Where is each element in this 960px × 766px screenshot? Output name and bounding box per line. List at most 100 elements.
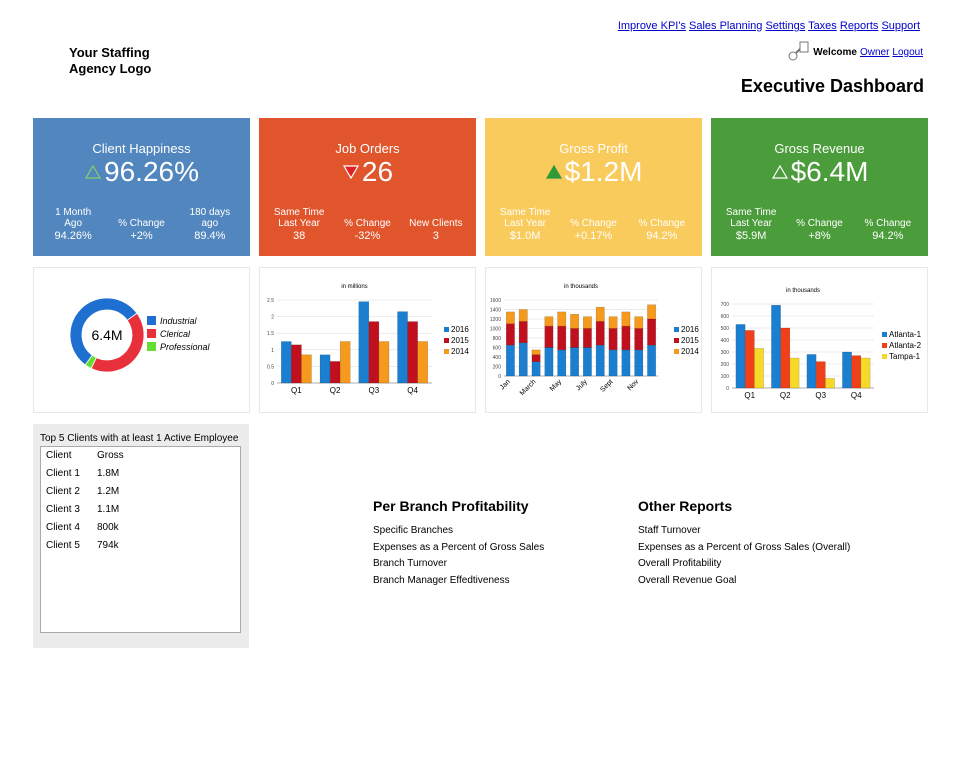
bar bbox=[531, 354, 541, 362]
page-title: Executive Dashboard bbox=[740, 76, 924, 96]
bar bbox=[417, 341, 428, 384]
bar bbox=[358, 301, 370, 384]
bar bbox=[557, 311, 567, 327]
x-tick-label: Q1 bbox=[291, 386, 302, 395]
user-icon bbox=[788, 41, 809, 61]
welcome-text: Welcome bbox=[813, 46, 857, 58]
bar bbox=[329, 361, 341, 384]
legend-label: 2015 bbox=[681, 336, 699, 345]
kpi-stat: % Change +2% bbox=[110, 204, 172, 242]
x-tick-label: Q3 bbox=[369, 386, 380, 395]
kpi-stat-value: +8% bbox=[808, 230, 831, 242]
bar bbox=[557, 349, 567, 377]
kpi-stat-value: +0.17% bbox=[574, 230, 613, 242]
welcome-bar: Welcome Owner Logout bbox=[786, 41, 923, 63]
y-tick-label: 1400 bbox=[490, 308, 501, 314]
x-tick-label: Q4 bbox=[407, 386, 418, 395]
bar bbox=[595, 344, 605, 377]
nav-link[interactable]: Sales Planning bbox=[689, 20, 763, 32]
kpi-value: $1.2M bbox=[564, 156, 643, 187]
trend-icon bbox=[545, 164, 562, 179]
bar bbox=[780, 327, 791, 389]
nav-link[interactable]: Reports bbox=[839, 20, 879, 32]
bar bbox=[339, 341, 351, 384]
bar bbox=[608, 328, 618, 351]
legend-swatch bbox=[147, 342, 156, 351]
legend-label: Tampa-1 bbox=[889, 352, 921, 361]
kpi-stat-value: $5.9M bbox=[735, 230, 767, 242]
bar bbox=[595, 306, 605, 322]
table-cell: 1.8M bbox=[97, 468, 120, 479]
legend-label: Clerical bbox=[160, 329, 191, 339]
kpi-stat-label: % Change bbox=[796, 218, 843, 229]
bar bbox=[505, 344, 515, 377]
logout-link[interactable]: Logout bbox=[892, 46, 923, 58]
x-tick-label: Sept bbox=[599, 378, 614, 393]
report-section: Per Branch Profitability Specific Branche… bbox=[373, 498, 623, 590]
bar bbox=[378, 341, 390, 384]
kpi-stat-label: % Change bbox=[344, 218, 391, 229]
bar bbox=[505, 311, 515, 324]
trend-icon bbox=[342, 165, 359, 180]
legend-label: Professional bbox=[160, 342, 211, 352]
bar bbox=[570, 314, 580, 329]
legend-swatch bbox=[147, 316, 156, 325]
bar bbox=[544, 347, 554, 377]
trend-arrow bbox=[342, 165, 359, 180]
nav-link[interactable]: Improve KPI's bbox=[617, 20, 686, 32]
bar bbox=[754, 348, 764, 389]
table-cell: Client 4 bbox=[46, 522, 80, 533]
kpi-stat-value: 3 bbox=[432, 230, 439, 242]
bar bbox=[735, 324, 746, 389]
y-tick-label: 0 bbox=[271, 381, 274, 387]
legend-swatch bbox=[444, 338, 449, 343]
report-item: Expenses as a Percent of Gross Sales bbox=[373, 541, 545, 553]
kpi-value-row: $6.4M bbox=[711, 156, 928, 188]
legend-label: Atlanta-1 bbox=[889, 330, 922, 339]
kpi-value: 96.26% bbox=[104, 156, 199, 187]
nav-link[interactable]: Support bbox=[881, 20, 920, 32]
nav-link[interactable]: Taxes bbox=[808, 20, 837, 32]
kpi-stat: 180 days ago 89.4% bbox=[179, 204, 241, 242]
legend-label: Industrial bbox=[160, 316, 198, 326]
report-item: Branch Turnover bbox=[373, 558, 447, 570]
chart-subtitle: in thousands bbox=[564, 284, 598, 290]
bar bbox=[621, 349, 631, 377]
bar bbox=[647, 344, 657, 377]
clients-table: Client Gross Client 1 1.8M Client 2 1.2M Clien… bbox=[40, 446, 241, 633]
bar bbox=[647, 304, 657, 320]
x-tick-label: Q4 bbox=[851, 391, 862, 400]
chart-card: in millions 0 0.5 1 1.5 2 2.5 Q1 Q2 Q3 Q4 2016 2015 2… bbox=[259, 267, 476, 413]
kpi-value: $6.4M bbox=[790, 156, 869, 187]
nav-link[interactable]: Settings bbox=[765, 20, 806, 32]
kpi-stat-label: % Change bbox=[864, 218, 912, 229]
kpi-value-row: $1.2M bbox=[485, 156, 702, 188]
user-link[interactable]: Owner bbox=[859, 46, 890, 58]
y-tick-label: 1000 bbox=[490, 327, 501, 333]
bar bbox=[744, 330, 755, 389]
kpi-card: Gross Profit $1.2M Same Time Last Year $1.0… bbox=[485, 118, 702, 256]
bar bbox=[582, 328, 592, 348]
chart-card: 6.4M Industrial Clerical Professional bbox=[33, 267, 250, 413]
y-tick-label: 500 bbox=[721, 326, 730, 332]
bar bbox=[518, 309, 528, 322]
y-tick-label: 1 bbox=[271, 348, 274, 354]
y-tick-label: 400 bbox=[721, 338, 730, 344]
kpi-stat-value: -32% bbox=[354, 230, 381, 242]
icon-part bbox=[788, 51, 798, 61]
bar bbox=[301, 354, 312, 384]
clients-panel: Top 5 Clients with at least 1 Active Emp… bbox=[33, 424, 249, 648]
legend-swatch bbox=[444, 349, 449, 354]
bar bbox=[281, 341, 292, 384]
nav-bar: Improve KPI's Sales Planning Settings Ta… bbox=[618, 20, 920, 32]
legend-swatch bbox=[882, 343, 887, 348]
bar bbox=[368, 321, 380, 384]
trend-arrow bbox=[771, 164, 788, 179]
kpi-stat: % Change 94.2% bbox=[631, 204, 693, 242]
bar bbox=[815, 361, 826, 389]
table-cell: Client 1 bbox=[46, 468, 80, 479]
report-title: Other Reports bbox=[638, 498, 733, 514]
y-tick-label: 600 bbox=[721, 314, 730, 320]
kpi-title: Gross Revenue bbox=[774, 141, 865, 156]
